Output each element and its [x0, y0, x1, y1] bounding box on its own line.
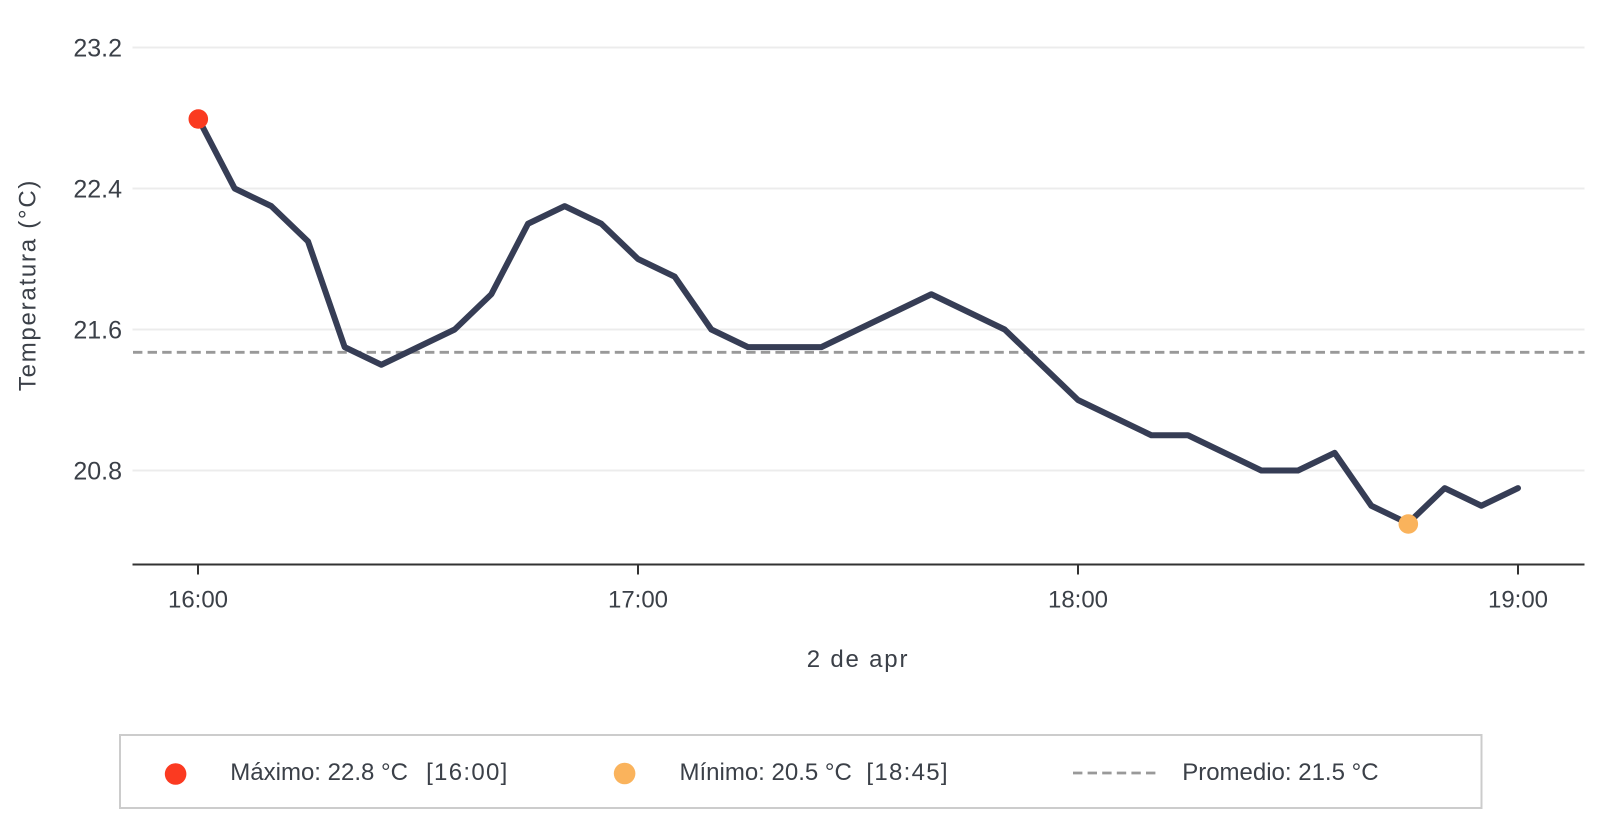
svg-text:16:00: 16:00 [168, 587, 228, 614]
svg-text:21.6: 21.6 [73, 317, 122, 345]
svg-text:Temperatura (°C): Temperatura (°C) [15, 179, 42, 391]
svg-text:19:00: 19:00 [1488, 587, 1548, 614]
svg-text:Promedio: 21.5 °C: Promedio: 21.5 °C [1182, 759, 1378, 786]
svg-text:[18:45]: [18:45] [866, 759, 949, 786]
svg-text:2 de apr: 2 de apr [807, 646, 909, 673]
svg-text:18:00: 18:00 [1048, 587, 1108, 614]
svg-text:[16:00]: [16:00] [426, 759, 509, 786]
svg-text:Máximo: 22.8 °C: Máximo: 22.8 °C [230, 759, 408, 786]
svg-text:22.4: 22.4 [73, 176, 122, 204]
svg-text:23.2: 23.2 [73, 35, 122, 63]
svg-text:Mínimo: 20.5 °C: Mínimo: 20.5 °C [680, 759, 852, 786]
svg-text:17:00: 17:00 [608, 587, 668, 614]
svg-text:20.8: 20.8 [73, 458, 122, 486]
